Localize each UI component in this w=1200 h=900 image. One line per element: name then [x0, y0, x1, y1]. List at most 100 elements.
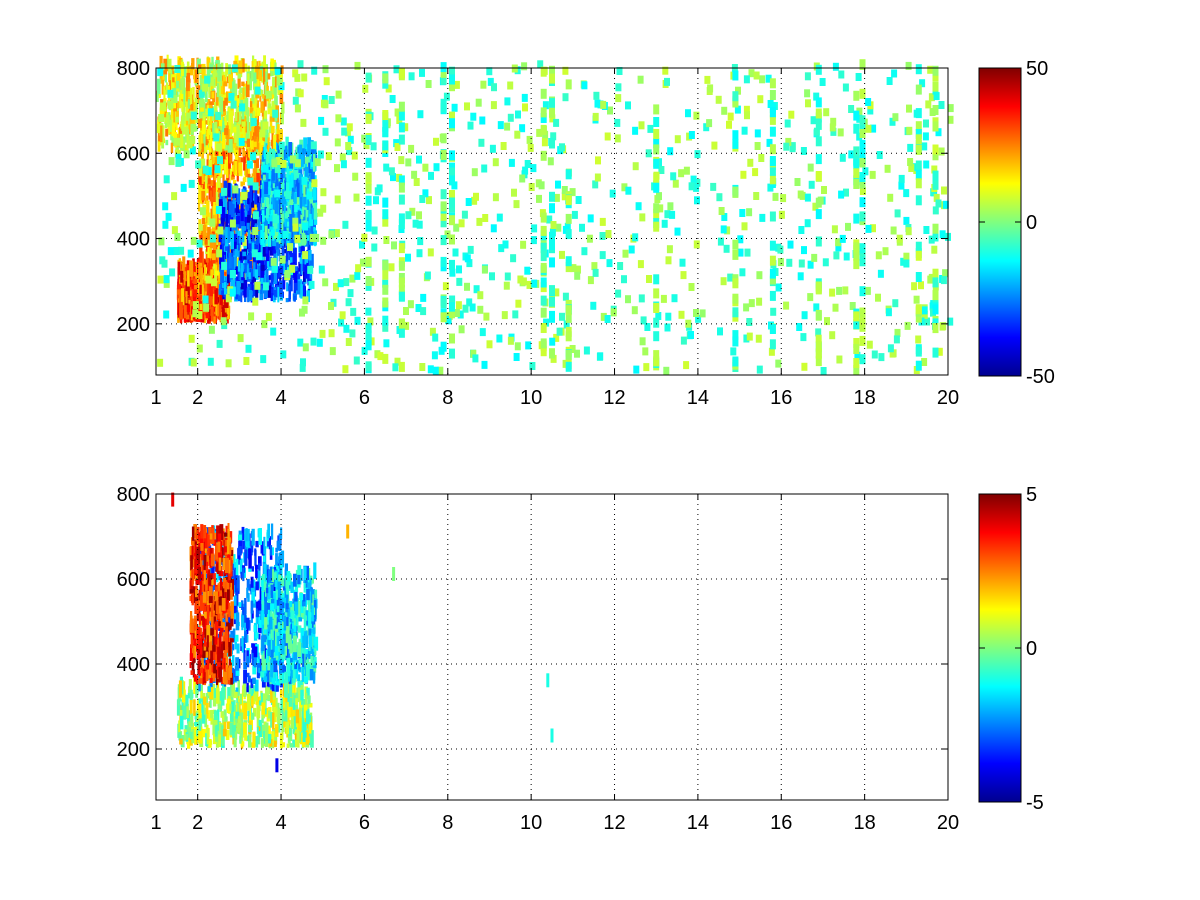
- heatmap-cell: [540, 88, 547, 99]
- heatmap-cell: [778, 210, 785, 219]
- heatmap-cell: [208, 86, 211, 98]
- heatmap-cell: [307, 137, 311, 155]
- heatmap-cell: [303, 209, 306, 221]
- heatmap-cell: [214, 165, 221, 174]
- heatmap-cell: [259, 122, 262, 127]
- heatmap-cell: [815, 356, 822, 367]
- heatmap-cell: [313, 233, 320, 242]
- heatmap-cell: [382, 260, 389, 271]
- heatmap-cell: [349, 329, 356, 338]
- heatmap-cell: [293, 226, 297, 238]
- heatmap-cell: [177, 261, 181, 275]
- heatmap-cell: [347, 135, 354, 144]
- heatmap-cell: [278, 183, 281, 192]
- heatmap-cell: [250, 288, 255, 301]
- heatmap-cell: [549, 98, 555, 109]
- heatmap-cell: [159, 55, 163, 71]
- heatmap-cell: [521, 62, 528, 71]
- heatmap-cell: [521, 93, 528, 102]
- heatmap-cell: [549, 310, 555, 321]
- heatmap-cell: [221, 190, 225, 202]
- heatmap-cell: [456, 277, 463, 286]
- heatmap-cell: [278, 82, 285, 91]
- heatmap-cell: [216, 120, 221, 131]
- heatmap-cell: [230, 231, 234, 250]
- heatmap-cell: [299, 363, 306, 372]
- heatmap-cell: [248, 251, 253, 260]
- heatmap-cell: [748, 299, 755, 308]
- heatmap-cell: [268, 181, 271, 195]
- heatmap-cell: [286, 245, 291, 261]
- heatmap-cell: [224, 300, 229, 308]
- heatmap-cell: [211, 306, 214, 322]
- heatmap-cell: [540, 66, 547, 77]
- heatmap-cell: [616, 67, 623, 75]
- heatmap-cell: [574, 271, 581, 280]
- heatmap-cell: [179, 133, 184, 148]
- heatmap-cell: [243, 263, 247, 273]
- heatmap-cell: [565, 262, 572, 273]
- heatmap-cell: [220, 217, 225, 231]
- heatmap-cell: [165, 139, 169, 146]
- heatmap-cell: [279, 130, 283, 141]
- heatmap-cell: [191, 58, 195, 70]
- heatmap-cell: [422, 189, 429, 198]
- heatmap-cell: [801, 311, 808, 320]
- heatmap-cell: [225, 226, 228, 244]
- heatmap-cell: [249, 101, 253, 108]
- heatmap-cell: [787, 240, 794, 249]
- heatmap-cell: [225, 294, 232, 303]
- heatmap-cell: [190, 65, 194, 76]
- heatmap-cell: [859, 172, 866, 182]
- heatmap-cell: [732, 293, 739, 304]
- heatmap-cell: [240, 262, 244, 278]
- heatmap-cell: [240, 157, 244, 163]
- heatmap-cell: [452, 248, 459, 257]
- heatmap-cell: [800, 147, 807, 155]
- heatmap-cell: [449, 308, 455, 319]
- heatmap-cell: [477, 305, 484, 314]
- heatmap-cell: [440, 217, 447, 228]
- heatmap-cell: [417, 237, 424, 246]
- heatmap-cell: [382, 78, 389, 89]
- heatmap-cell: [732, 138, 739, 149]
- heatmap-cell: [173, 110, 178, 127]
- heatmap-cell: [432, 366, 439, 375]
- heatmap-cell: [553, 118, 560, 127]
- heatmap-cell: [653, 158, 660, 169]
- heatmap-cell: [301, 232, 306, 246]
- heatmap-cell: [202, 224, 207, 238]
- heatmap-cell: [300, 258, 303, 275]
- heatmap-cell: [226, 111, 229, 121]
- heatmap-cell: [295, 266, 298, 271]
- heatmap-cell: [643, 363, 650, 372]
- heatmap-cell: [226, 269, 230, 284]
- heatmap-cell: [221, 117, 226, 134]
- heatmap-cell: [824, 317, 830, 326]
- heatmap-cell: [179, 289, 182, 303]
- heatmap-cell: [394, 143, 401, 151]
- heatmap-cell: [216, 282, 221, 289]
- heatmap-cell: [189, 260, 194, 277]
- heatmap-cell: [204, 283, 208, 292]
- heatmap-cell: [183, 87, 187, 103]
- heatmap-cell: [376, 184, 383, 193]
- heatmap-cell: [562, 66, 569, 75]
- heatmap-cell: [167, 89, 174, 98]
- heatmap-cell: [569, 188, 576, 197]
- heatmap-cell: [221, 207, 226, 219]
- heatmap-cell: [461, 210, 468, 219]
- heatmap-cell: [489, 144, 496, 153]
- heatmap-cell: [182, 89, 186, 107]
- heatmap-cell: [769, 107, 776, 118]
- heatmap-cell: [657, 204, 664, 213]
- heatmap-cell: [815, 97, 822, 108]
- heatmap-cell: [932, 65, 939, 76]
- heatmap-cell: [217, 156, 223, 165]
- heatmap-cell: [680, 336, 687, 345]
- heatmap-cell: [921, 306, 928, 315]
- heatmap-cell: [215, 224, 218, 231]
- heatmap-cell: [928, 93, 935, 102]
- heatmap-cell: [932, 170, 939, 181]
- heatmap-cell: [198, 261, 201, 279]
